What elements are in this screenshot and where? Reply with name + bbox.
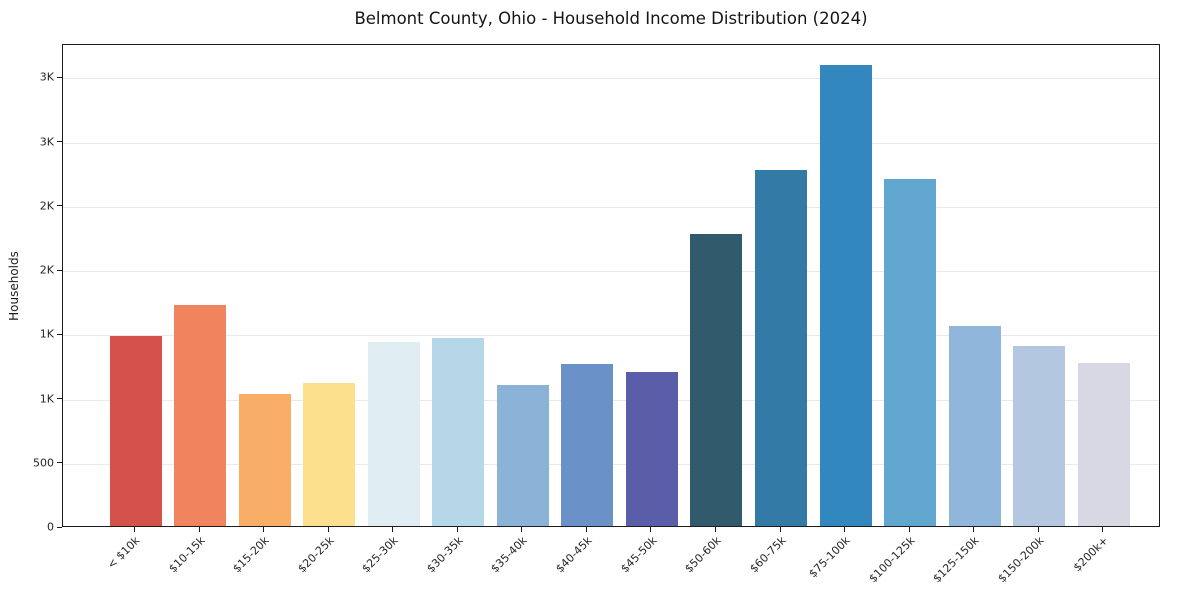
- x-tick-mark: [714, 527, 716, 532]
- x-tick-mark: [1037, 527, 1039, 532]
- x-tick-mark: [585, 527, 587, 532]
- y-tick-mark: [57, 526, 62, 528]
- x-tick-mark: [327, 527, 329, 532]
- x-tick-label: $150-200k: [995, 534, 1047, 586]
- y-tick-label: 3K: [39, 70, 54, 84]
- x-tick-mark: [1102, 527, 1104, 532]
- x-tick-label: < $10k: [105, 534, 143, 572]
- y-tick-label: 2K: [39, 263, 54, 277]
- x-tick-label: $15-20k: [230, 534, 272, 576]
- x-tick-label: $50-60k: [682, 534, 724, 576]
- bar: [948, 326, 1001, 526]
- x-tick-mark: [392, 527, 394, 532]
- bar: [884, 179, 937, 526]
- x-tick-label: $30-35k: [424, 534, 466, 576]
- x-tick-label: $100-125k: [866, 534, 918, 586]
- bar: [819, 65, 872, 526]
- y-tick-label: 2K: [39, 199, 54, 213]
- x-tick-mark: [198, 527, 200, 532]
- x-tick-mark: [521, 527, 523, 532]
- bar: [690, 234, 743, 526]
- y-tick-label: 3K: [39, 135, 54, 149]
- y-tick-label: 0: [47, 520, 54, 534]
- y-tick-mark: [57, 333, 62, 335]
- bar: [625, 372, 678, 526]
- x-tick-label: $75-100k: [806, 534, 853, 581]
- y-tick-mark: [57, 205, 62, 207]
- x-tick-mark: [134, 527, 135, 532]
- x-tick-mark: [844, 527, 846, 532]
- x-tick-label: $35-40k: [488, 534, 531, 576]
- y-tick-mark: [57, 398, 62, 400]
- x-tick-label: $20-25k: [295, 534, 337, 576]
- bar: [109, 336, 162, 526]
- y-tick-mark: [57, 76, 62, 78]
- x-tick-label: $25-30k: [359, 534, 401, 576]
- x-tick-label: $45-50k: [617, 534, 660, 576]
- x-tick-label: $10-15k: [165, 534, 208, 576]
- bar: [561, 364, 614, 526]
- y-tick-mark: [57, 141, 62, 143]
- x-tick-label: $60-75k: [746, 534, 789, 576]
- gridline: [63, 206, 1159, 208]
- gridline: [63, 271, 1159, 273]
- bar: [432, 338, 485, 526]
- bar: [174, 305, 227, 526]
- x-tick-label: $40-45k: [553, 534, 595, 576]
- bar: [367, 342, 420, 526]
- x-tick-mark: [263, 527, 265, 532]
- y-tick-label: 1K: [39, 392, 54, 406]
- x-tick-mark: [779, 527, 781, 532]
- bar: [755, 170, 807, 526]
- y-tick-mark: [57, 269, 62, 271]
- bar: [1077, 363, 1130, 526]
- plot-area: [62, 44, 1160, 527]
- y-axis-label: Households: [7, 251, 21, 321]
- bar: [1013, 346, 1066, 526]
- y-tick-mark: [57, 462, 62, 464]
- y-tick-label: 500: [33, 456, 54, 470]
- gridline: [63, 142, 1159, 144]
- x-tick-mark: [650, 527, 652, 532]
- x-tick-label: $200k+: [1070, 534, 1111, 575]
- gridline: [63, 78, 1159, 80]
- bar: [303, 383, 356, 526]
- bar: [496, 385, 549, 526]
- x-tick-mark: [973, 527, 975, 532]
- gridline: [63, 335, 1159, 337]
- bar: [238, 394, 291, 526]
- chart-title: Belmont County, Ohio - Household Income …: [354, 9, 868, 28]
- x-tick-mark: [908, 527, 910, 532]
- x-tick-mark: [456, 527, 458, 532]
- y-tick-label: 1K: [39, 327, 54, 341]
- x-tick-label: $125-150k: [930, 534, 982, 586]
